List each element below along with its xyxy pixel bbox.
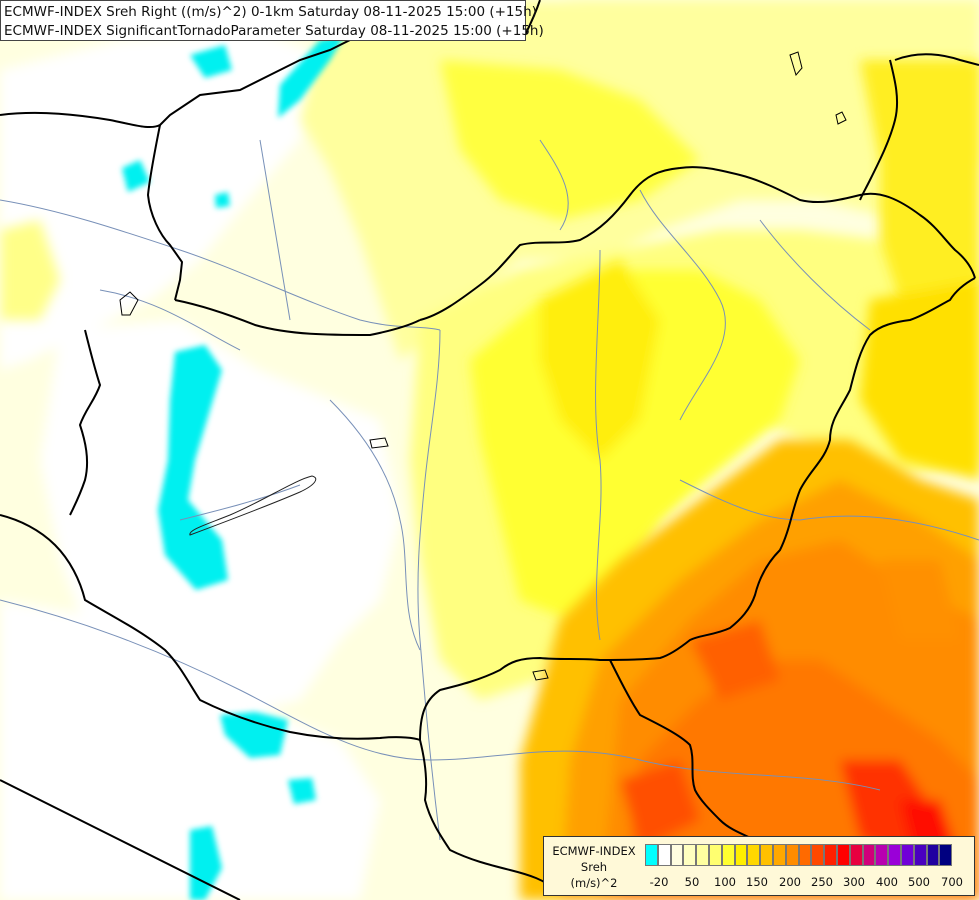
yellow-area xyxy=(440,60,979,620)
legend-tick-label: 250 xyxy=(811,875,833,889)
legend-swatch xyxy=(696,844,709,866)
legend-swatches xyxy=(645,844,953,866)
legend-swatch xyxy=(875,844,889,866)
legend-swatch xyxy=(888,844,901,866)
legend-source: ECMWF-INDEX xyxy=(552,844,636,858)
color-legend: ECMWF-INDEX Sreh (m/s)^2 -20 50 100 150 200 2… xyxy=(543,836,975,896)
legend-swatch xyxy=(785,844,799,866)
legend-swatch xyxy=(683,844,697,866)
legend-swatch xyxy=(772,844,786,866)
legend-label: ECMWF-INDEX Sreh (m/s)^2 xyxy=(546,843,642,891)
legend-swatch xyxy=(708,844,722,866)
legend-tick-label: 100 xyxy=(714,875,736,889)
legend-swatch xyxy=(926,844,940,866)
legend-swatch xyxy=(760,844,773,866)
minor-outlines xyxy=(119,51,847,681)
legend-tick-label: 700 xyxy=(941,875,963,889)
legend-tick-label: 50 xyxy=(684,875,700,889)
low-values-area xyxy=(0,0,620,900)
legend-tick-label: 200 xyxy=(779,875,801,889)
legend-swatch xyxy=(849,844,863,866)
legend-swatch xyxy=(824,844,837,866)
legend-swatch xyxy=(900,844,914,866)
title-line-2: ECMWF-INDEX SignificantTornadoParameter … xyxy=(4,23,544,39)
rivers xyxy=(0,139,979,841)
legend-swatch xyxy=(721,844,735,866)
legend-swatch xyxy=(798,844,812,866)
negative-values xyxy=(122,35,345,900)
legend-tick-label: -20 xyxy=(649,875,669,889)
map-title-box: ECMWF-INDEX Sreh Right ((m/s)^2) 0-1km S… xyxy=(0,0,544,41)
legend-tick-label: 500 xyxy=(908,875,930,889)
legend-swatch xyxy=(836,844,850,866)
legend-swatch xyxy=(862,844,876,866)
title-line-1: ECMWF-INDEX Sreh Right ((m/s)^2) 0-1km S… xyxy=(4,4,537,20)
legend-tick-label: 300 xyxy=(843,875,865,889)
legend-unit: (m/s)^2 xyxy=(570,876,618,890)
legend-swatch xyxy=(645,844,658,866)
legend-swatch xyxy=(734,844,748,866)
legend-swatch xyxy=(939,844,953,866)
legend-tick-label: 400 xyxy=(876,875,898,889)
legend-parameter: Sreh xyxy=(580,860,608,874)
lake-outline xyxy=(189,475,317,536)
legend-ticks: -20 50 100 150 200 250 300 400 500 700 xyxy=(645,875,975,891)
orange-area xyxy=(520,440,979,900)
legend-swatch xyxy=(670,844,684,866)
legend-tick-label: 150 xyxy=(746,875,768,889)
legend-swatch xyxy=(657,844,671,866)
legend-swatch xyxy=(747,844,761,866)
legend-swatch xyxy=(913,844,927,866)
legend-swatch xyxy=(811,844,825,866)
